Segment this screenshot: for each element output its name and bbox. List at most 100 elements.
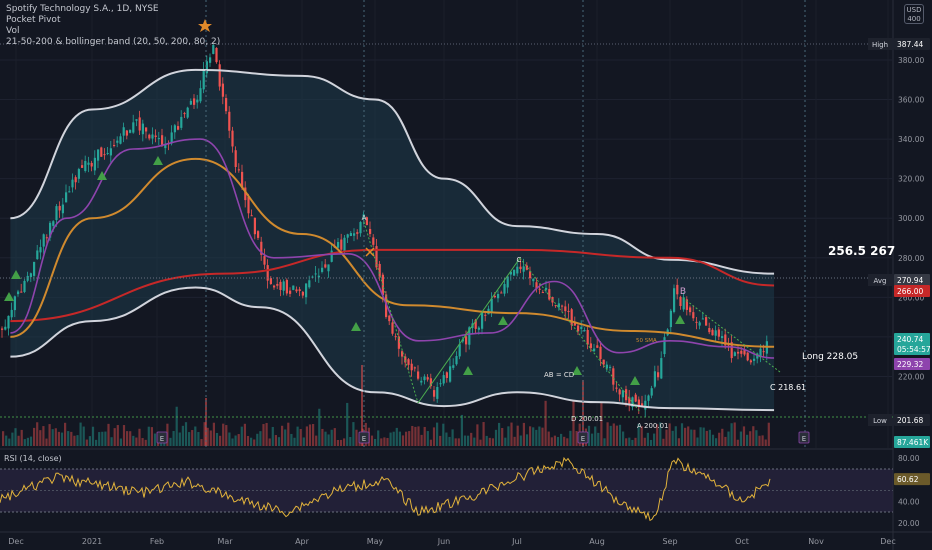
volume-bar [250,437,253,446]
candle-body [90,162,93,167]
volume-bar [649,439,653,446]
candle-body [164,144,167,149]
candle-body [177,126,180,130]
volume-bar [470,432,473,446]
sma50-line [10,157,775,348]
volume-bar [95,439,98,446]
volume-bar [14,428,17,446]
x-tick-label: Apr [295,537,310,546]
candle-body [39,247,42,253]
volume-bar [423,426,426,446]
volume-bar [755,430,758,446]
volume-bar [206,427,209,446]
candle-body [353,233,356,236]
volume-bar [330,429,333,446]
candle-body [122,127,125,136]
volume-bar [687,426,690,446]
candle-body [647,395,650,401]
candle-body [218,64,221,87]
long-entry-label: Long 228.05 [802,352,858,362]
pattern-xa-line [363,221,419,404]
volume-bar [733,422,736,446]
volume-bar [380,438,383,446]
volume-bar [702,427,705,446]
volume-bar [612,423,615,446]
candle-body [711,329,714,336]
candle-body [148,134,151,139]
volume-bar [535,429,538,446]
volume-bar [237,434,240,446]
volume-bar [8,438,11,446]
candle-body [698,322,701,326]
volume-bar [507,426,510,446]
study-pocket-pivot[interactable]: Pocket Pivot [6,15,61,25]
volume-bar [597,432,600,446]
volume-bar [718,432,721,446]
volume-bar [690,429,693,446]
study-volume[interactable]: Vol [6,26,20,36]
volume-bar [556,436,560,446]
candle-body [580,326,583,329]
volume-bar [219,435,222,446]
volume-bar [26,437,29,446]
volume-bar [563,436,566,446]
candle-body [311,276,314,278]
volume-bar [501,428,504,446]
rsi-tick-label: 20.00 [898,519,920,528]
volume-bar [671,430,674,446]
candle-body [676,284,679,295]
candle-body [49,222,52,238]
volume-bar [488,437,491,446]
candle-body [458,344,461,357]
candle-body [378,263,381,277]
volume-bar [2,431,5,446]
volume-bar [48,424,51,446]
candle-body [615,387,618,389]
volume-bar [705,430,708,446]
candle-body [349,233,352,237]
earnings-letter: E [160,435,164,443]
volume-bar [646,432,649,446]
volume-bar [677,438,680,446]
candle-body [484,314,487,316]
volume-bar [696,437,699,446]
candle-body [644,400,647,410]
candle-body [746,352,749,361]
candle-body [173,125,176,133]
currency-button[interactable]: USD 400 [904,4,924,24]
pocket-pivot-marker [572,366,582,375]
x-tick-label: Jun [437,537,451,546]
volume-bar [693,429,696,446]
candle-body [516,266,519,274]
x-tick-label: Mar [217,537,233,546]
volume-bar [110,437,113,446]
pattern-point-b: B [680,287,686,297]
candle-body [87,162,90,165]
y-tick-label: 380.00 [898,56,924,65]
volume-bar [262,424,265,446]
volume-bar [346,402,349,446]
volume-bar [659,422,662,446]
candle-body [394,336,397,338]
volume-bar [370,435,374,446]
volume-bar [566,438,569,446]
volume-bar [606,422,609,446]
candle-body [321,267,324,272]
symbol-title[interactable]: Spotify Technology S.A., 1D, NYSE [6,4,159,14]
volume-bar [57,431,60,446]
volume-bar [194,426,197,446]
candle-body [68,191,71,193]
volume-bar [150,427,153,446]
candle-body [343,237,346,252]
study-ma-bollinger[interactable]: 21-50-200 & bollinger band (20, 50, 200,… [6,37,221,47]
volume-bar [742,426,746,446]
volume-bar [191,430,194,446]
volume-bar [147,426,150,446]
candle-body [420,380,423,383]
volume-bar [85,439,88,446]
x-tick-label: 2021 [82,537,102,546]
rsi-badge-box [894,473,930,486]
volume-bar [724,436,727,446]
volume-bar [420,434,423,446]
